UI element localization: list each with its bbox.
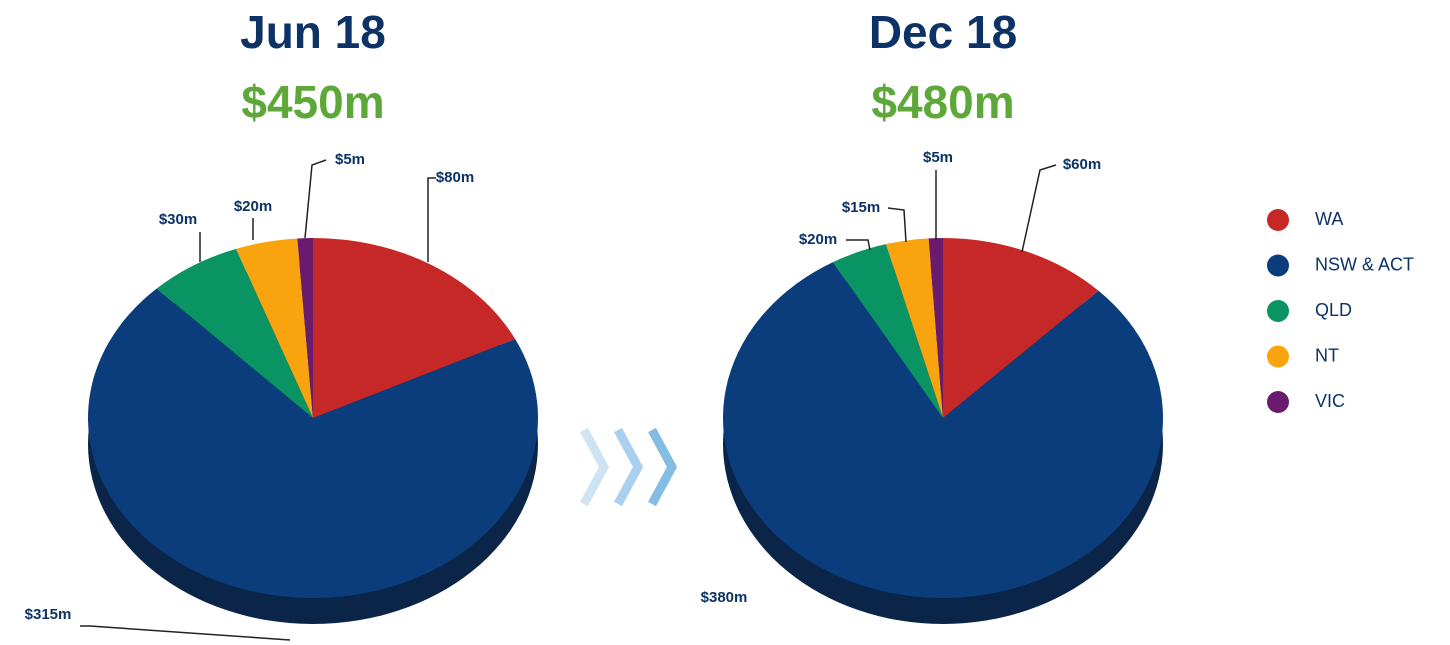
leader-line — [427, 177, 436, 262]
legend-label: WA — [1315, 209, 1343, 229]
pie-slice — [313, 238, 516, 418]
pie-slice — [928, 238, 943, 418]
transition-arrows — [580, 427, 678, 507]
legend-label: VIC — [1315, 391, 1345, 411]
pie-slice — [833, 244, 943, 418]
chart-title: Dec 18 — [869, 6, 1017, 58]
legend-swatch — [1267, 345, 1289, 368]
chart-title: Jun 18 — [240, 6, 386, 58]
chevron — [648, 427, 678, 507]
pie-slice — [943, 238, 1099, 418]
value-label: $5m — [923, 149, 953, 166]
chevron — [614, 427, 644, 507]
pie-slice — [236, 238, 313, 418]
value-label: $80m — [436, 169, 474, 186]
chart-subtitle: $450m — [241, 76, 384, 128]
value-label: $15m — [842, 199, 880, 216]
value-label: $20m — [234, 198, 272, 215]
leader-line — [80, 625, 291, 641]
pie-slice — [886, 238, 943, 418]
chart-subtitle: $480m — [871, 76, 1014, 128]
legend-label: NT — [1315, 345, 1339, 365]
value-label: $315m — [25, 606, 72, 623]
legend-label: NSW & ACT — [1315, 254, 1414, 274]
pie-slice — [297, 238, 313, 418]
value-label: $380m — [701, 589, 748, 606]
legend-swatch — [1267, 391, 1289, 413]
pie-slice — [87, 288, 538, 598]
chevron — [580, 427, 610, 507]
value-label: $60m — [1063, 156, 1101, 173]
legend-swatch — [1267, 254, 1289, 277]
pie-slice — [156, 248, 313, 418]
leader-line — [1021, 164, 1057, 253]
value-label: $20m — [799, 231, 837, 248]
legend-swatch — [1267, 300, 1289, 322]
legend-label: QLD — [1315, 300, 1352, 320]
legend-swatch — [1267, 209, 1289, 231]
leader-line — [887, 207, 907, 243]
value-label: $5m — [335, 151, 365, 168]
leader-line — [304, 159, 327, 239]
value-label: $30m — [159, 211, 197, 228]
pie-slice — [722, 262, 1163, 598]
leader-line — [846, 239, 871, 251]
